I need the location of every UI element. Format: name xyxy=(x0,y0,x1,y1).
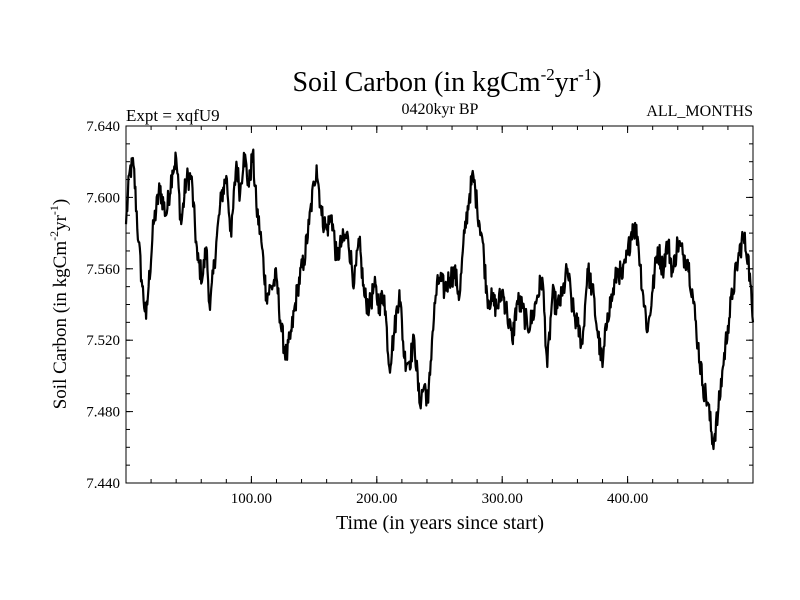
ylabel-sup-2: -1 xyxy=(47,205,61,215)
title-close: ) xyxy=(592,67,601,98)
y-tick-label: 7.480 xyxy=(86,405,120,421)
subtitle-months: ALL_MONTHS xyxy=(646,103,753,120)
plot-frame xyxy=(125,125,754,484)
title-sup-2: -1 xyxy=(578,65,592,84)
y-tick-label: 7.600 xyxy=(86,190,120,206)
ylabel-close: ) xyxy=(50,199,71,205)
x-axis-label: Time (in years since start) xyxy=(336,512,544,534)
subtitle-period: 0420kyr BP xyxy=(402,101,479,118)
x-axis: 100.00 200.00 300.00 400.00 xyxy=(150,126,729,507)
title-sup-1: -2 xyxy=(541,65,555,84)
x-tick-label: 400.00 xyxy=(607,491,648,507)
ylabel-sup-1: -2 xyxy=(47,231,61,241)
x-tick-label: 100.00 xyxy=(231,491,272,507)
ylabel-mid: yr xyxy=(50,214,71,231)
y-tick-label: 7.440 xyxy=(86,476,120,492)
title-mid: yr xyxy=(555,67,579,98)
ylabel-text: Soil Carbon (in kgCm xyxy=(50,241,71,410)
y-tick-label: 7.520 xyxy=(86,333,120,349)
svg-text:Soil Carbon (in kgCm-2yr-1): Soil Carbon (in kgCm-2yr-1) xyxy=(47,199,71,410)
y-tick-label: 7.640 xyxy=(86,119,120,135)
soil-carbon-series-line xyxy=(124,148,755,451)
svg-text:Soil Carbon (in kgCm-2yr-1): Soil Carbon (in kgCm-2yr-1) xyxy=(292,65,601,98)
x-tick-label: 200.00 xyxy=(356,491,397,507)
y-tick-label: 7.560 xyxy=(86,262,120,278)
y-axis-label: Soil Carbon (in kgCm-2yr-1) xyxy=(47,199,71,410)
x-tick-label: 300.00 xyxy=(482,491,523,507)
title-text: Soil Carbon (in kgCm xyxy=(292,67,540,98)
chart-title: Soil Carbon (in kgCm-2yr-1) xyxy=(292,65,601,98)
subtitle-expt: Expt = xqfU9 xyxy=(126,106,220,125)
